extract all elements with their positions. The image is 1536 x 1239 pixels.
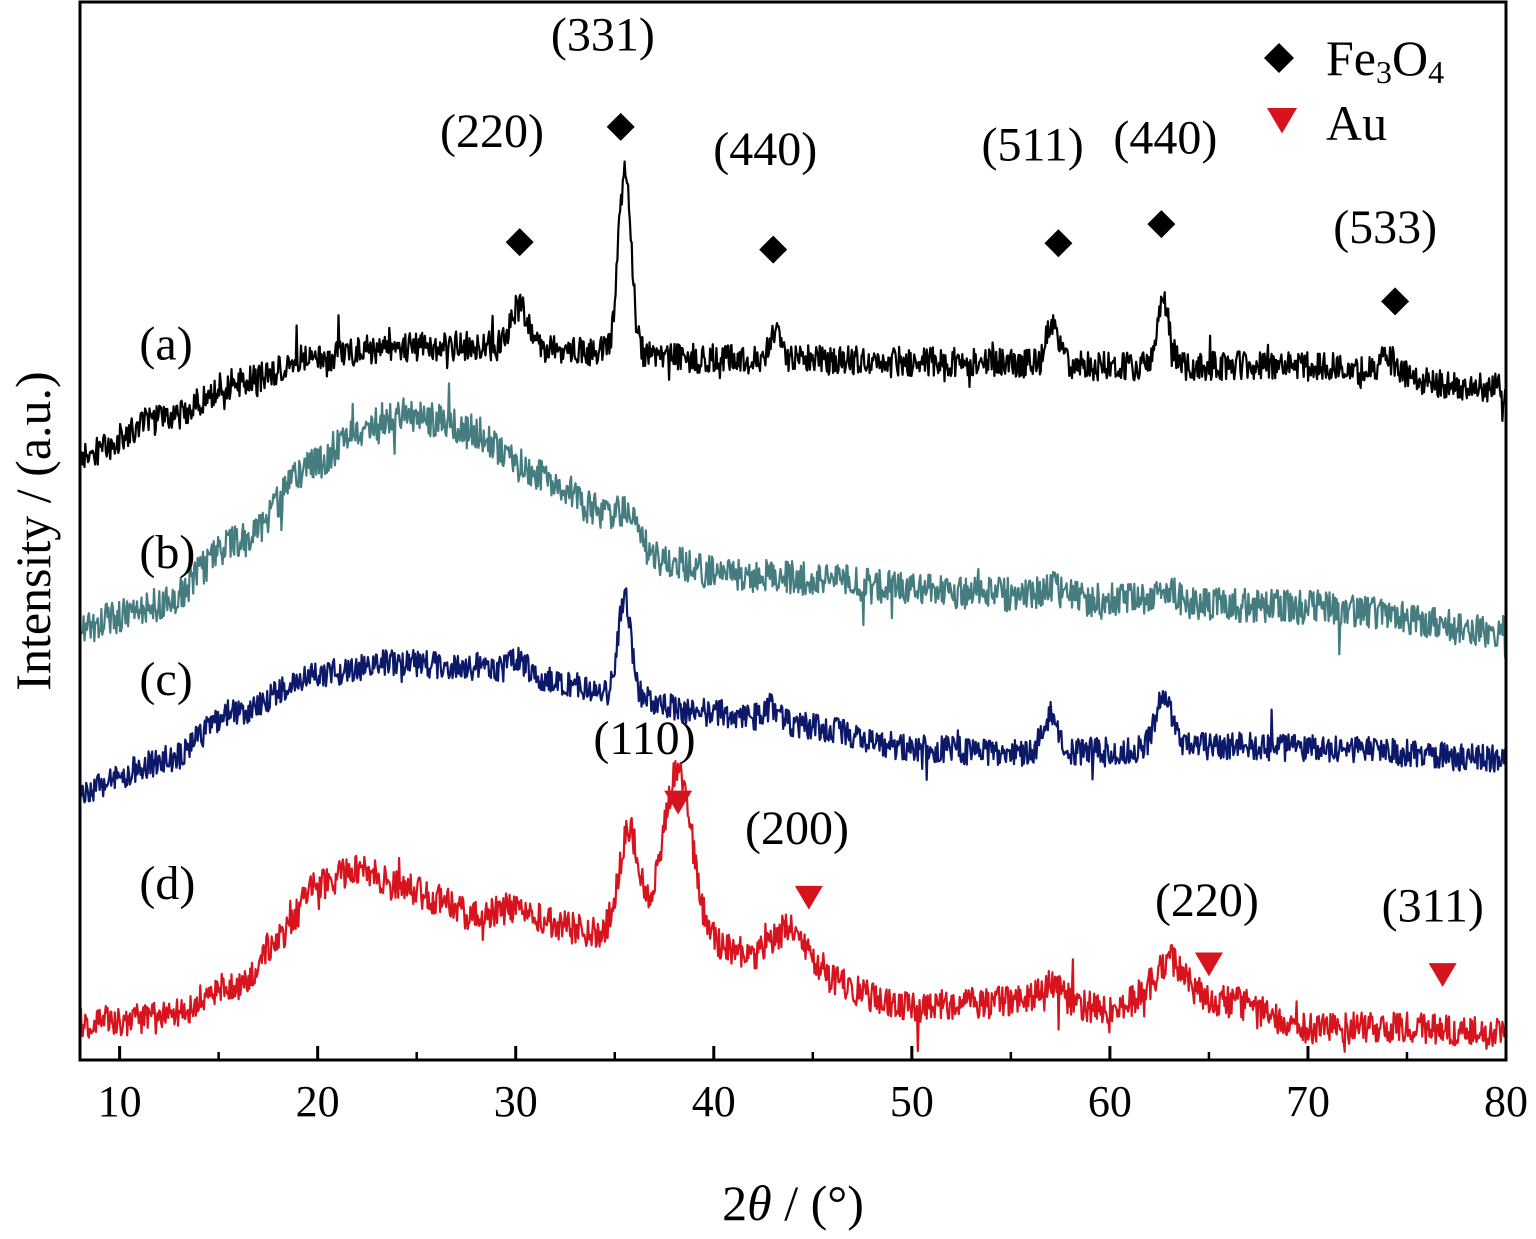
series-line-3: [78, 587, 1508, 804]
x-tick-label: 80: [1484, 1077, 1528, 1126]
legend-label-au: Au: [1326, 95, 1387, 151]
legend-marker-au: [1267, 108, 1297, 134]
fe3o4-peak-marker: [759, 235, 788, 264]
x-tick-label: 20: [296, 1077, 340, 1126]
x-tick-label: 10: [98, 1077, 142, 1126]
x-axis-title-symbol: θ: [747, 1175, 772, 1231]
peak-label: (220): [440, 105, 544, 158]
x-axis-ticks: 10 20 30 40 50 60 70 80: [98, 1046, 1528, 1126]
x-tick-label: 40: [692, 1077, 736, 1126]
x-axis-title-prefix: 2: [722, 1175, 747, 1231]
x-axis-title-suffix: / (°): [772, 1175, 864, 1231]
fe3o4-peak-marker: [606, 112, 635, 141]
fe3o4-peak-marker: [505, 228, 534, 257]
fe3o4-peak-marker: [1147, 210, 1176, 239]
y-axis-title: Intensity / (a.u.): [5, 371, 61, 690]
peak-label: (331): [551, 9, 655, 62]
legend-label-fe3o4: Fe3O4: [1326, 30, 1444, 90]
series-line-2: [78, 382, 1508, 659]
x-tick-label: 70: [1286, 1077, 1330, 1126]
peak-label: (533): [1333, 201, 1437, 254]
x-tick-label: 50: [890, 1077, 934, 1126]
au-peak-marker: [794, 885, 823, 910]
x-tick-label: 30: [494, 1077, 538, 1126]
au-peak-marker: [1194, 952, 1223, 977]
marker-layer: [505, 112, 1457, 987]
peak-label: (511): [982, 119, 1084, 172]
series-label-4: (d): [139, 857, 195, 910]
x-axis-title: 2θ / (°): [722, 1175, 864, 1231]
series-line-1: [78, 160, 1508, 469]
au-peak-marker: [664, 790, 693, 815]
au-peak-marker: [1428, 963, 1457, 987]
series-label-1: (a): [139, 318, 192, 371]
series-label-3: (c): [139, 653, 192, 706]
peak-label: (220): [1155, 874, 1259, 927]
peak-label: (440): [1113, 111, 1217, 164]
peak-label: (440): [713, 123, 817, 176]
series-layer: [78, 160, 1508, 1053]
x-tick-label: 60: [1088, 1077, 1132, 1126]
peak-label: (200): [745, 802, 849, 855]
series-line-4: [78, 760, 1507, 1053]
legend-marker-fe3o4: [1264, 43, 1294, 73]
series-label-2: (b): [139, 526, 195, 579]
peak-label: (110): [593, 712, 695, 765]
fe3o4-peak-marker: [1044, 229, 1073, 258]
label-layer: (a)(b)(c)(d)(220)(331)(440) (511) (440)(53…: [139, 9, 1483, 933]
peak-label: (311): [1382, 879, 1484, 932]
fe3o4-peak-marker: [1381, 287, 1410, 316]
plot-frame: [78, 0, 1508, 1062]
